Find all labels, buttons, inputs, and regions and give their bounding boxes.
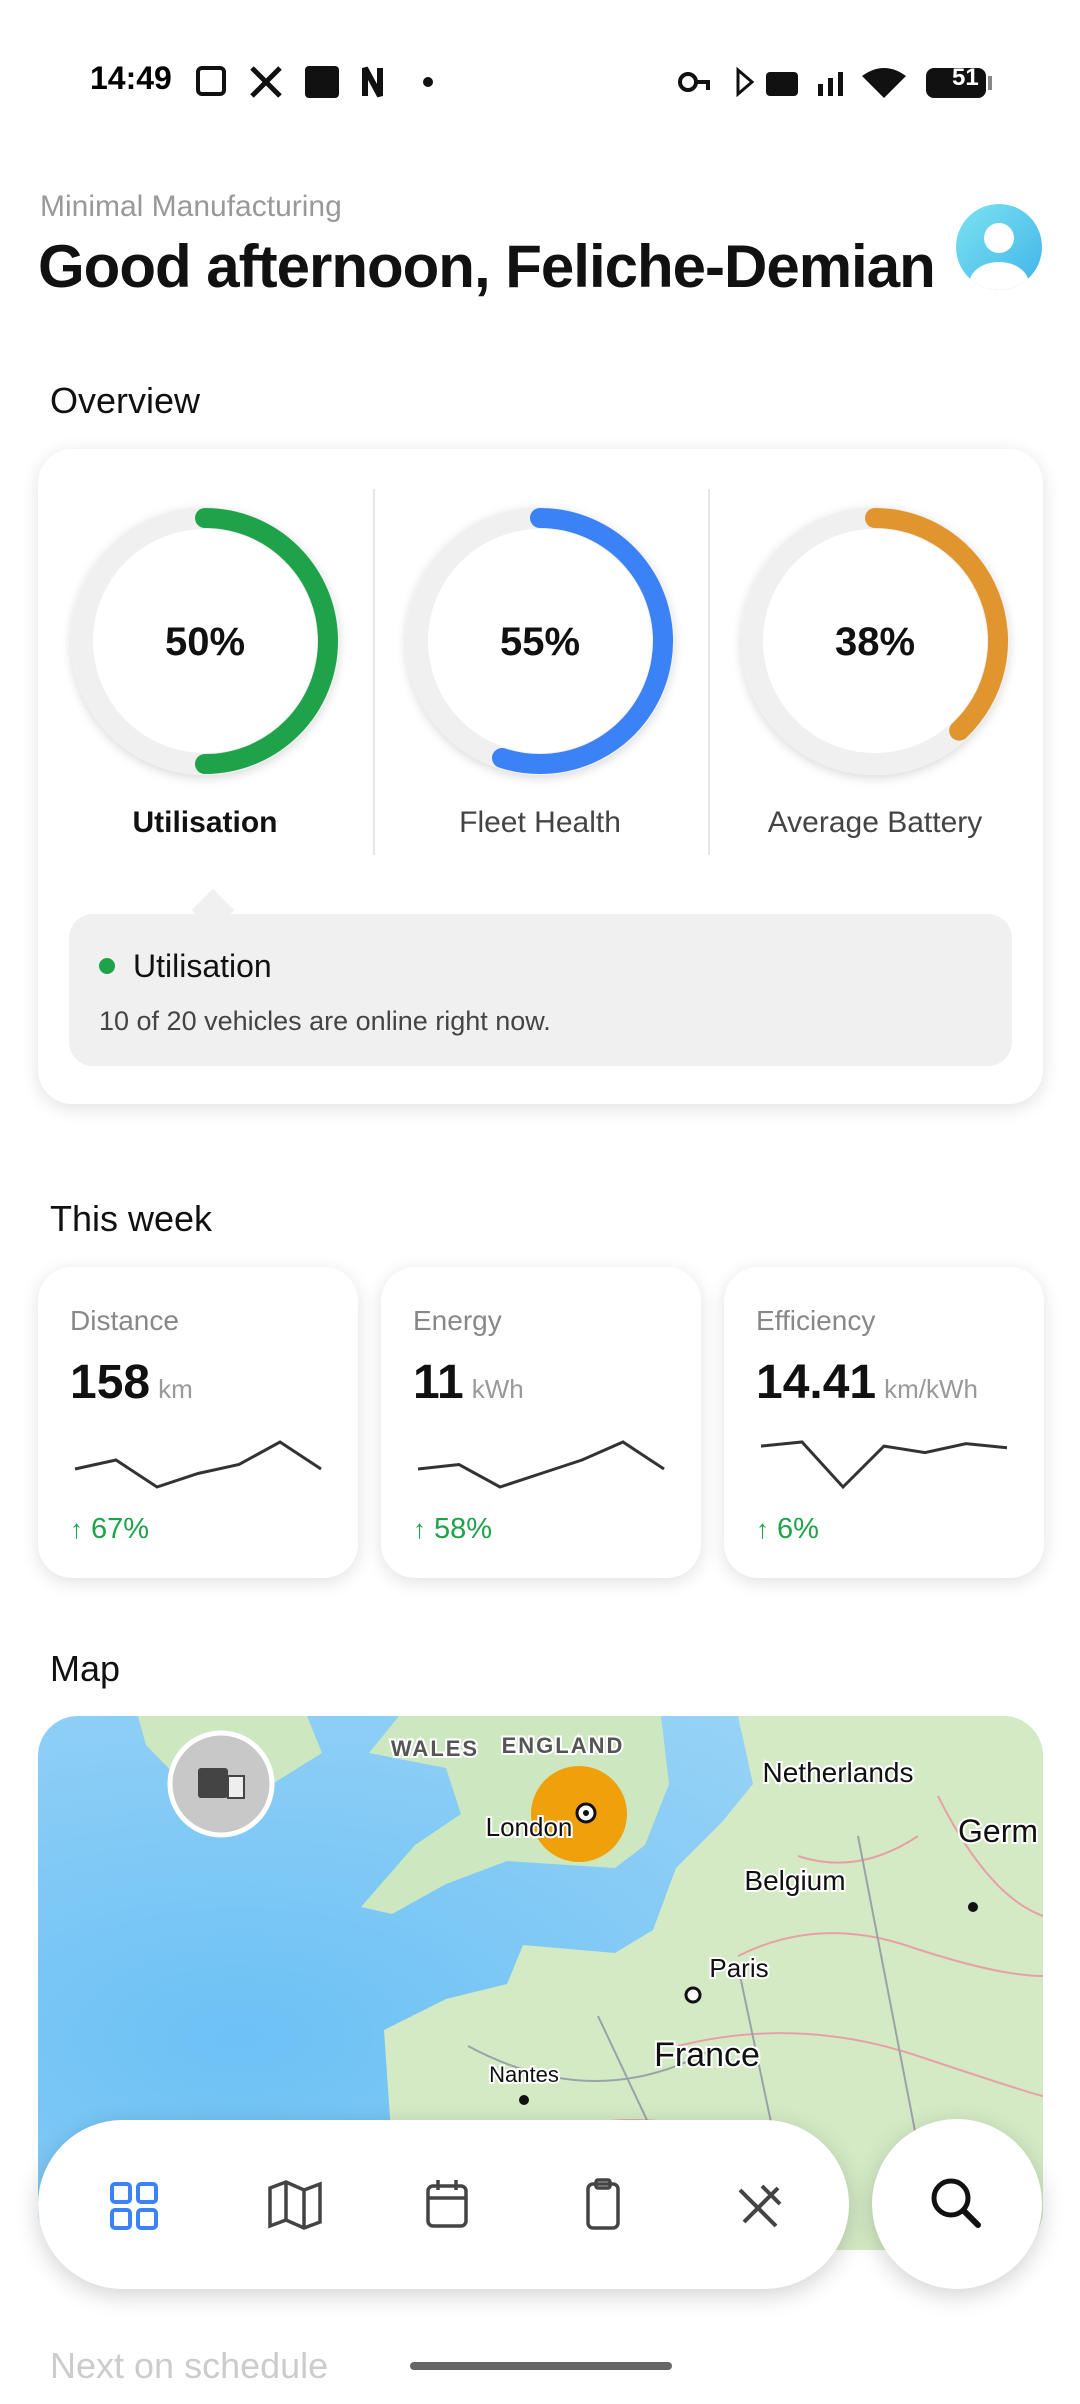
sparkline-line <box>417 1440 665 1489</box>
up-arrow: ↑ <box>756 1514 769 1544</box>
sparkline <box>417 1440 665 1489</box>
metric-label: Energy <box>413 1305 502 1336</box>
metric-label: Distance <box>70 1305 179 1336</box>
metric-card: Distance 158 km ↑ 67% <box>38 1267 358 1578</box>
metric-number: 158 <box>70 1356 151 1409</box>
metric-change: ↑ 6% <box>756 1513 819 1546</box>
change-value: 6% <box>777 1513 819 1545</box>
change-value: 67% <box>91 1513 150 1545</box>
nav-map[interactable] <box>268 2180 322 2230</box>
sparkline-line <box>760 1440 1008 1490</box>
sparkline-line <box>74 1440 322 1489</box>
map-label: ENGLAND <box>502 1733 625 1758</box>
nav-dashboard[interactable] <box>110 2182 158 2230</box>
metric-number: 14.41 <box>756 1356 877 1409</box>
detail-box: Utilisation 10 of 20 vehicles are online… <box>69 914 1012 1066</box>
map-label: London <box>486 1812 573 1842</box>
up-arrow: ↑ <box>70 1514 83 1544</box>
map-label: Germ <box>958 1813 1038 1849</box>
sparkline <box>760 1440 1008 1490</box>
divider <box>708 489 710 855</box>
metric-unit: km/kWh <box>884 1374 979 1404</box>
nav-icons <box>110 2178 782 2230</box>
nav-tools[interactable] <box>738 2184 782 2228</box>
nav-calendar[interactable] <box>426 2180 468 2228</box>
avatar[interactable] <box>954 202 1044 292</box>
bottom-nav <box>38 2120 849 2289</box>
gauge-label: Utilisation <box>132 806 278 839</box>
overview-card: Utilisation 10 of 20 vehicles are online… <box>38 449 1043 1104</box>
metric-number: 11 <box>413 1356 464 1409</box>
map-label: France <box>654 2036 760 2074</box>
map-label: WALES <box>391 1736 479 1761</box>
up-arrow: ↑ <box>413 1514 426 1544</box>
section-title: Next on schedule <box>50 2345 329 2386</box>
gauge-label: Average Battery <box>767 806 983 839</box>
nav-clipboard[interactable] <box>586 2178 620 2230</box>
status-icons <box>196 66 433 98</box>
metric-value: 158 km <box>70 1355 193 1410</box>
divider <box>373 489 375 855</box>
metric-value: 14.41 km/kWh <box>756 1355 978 1410</box>
metric-unit: kWh <box>471 1374 524 1404</box>
metric-card: Efficiency 14.41 km/kWh ↑ 6% <box>724 1267 1044 1578</box>
metric-card: Energy 11 kWh ↑ 58% <box>381 1267 701 1578</box>
metric-change: ↑ 67% <box>70 1513 149 1546</box>
gauge-label: Fleet Health <box>459 806 621 839</box>
status-time: 14:49 <box>90 60 172 96</box>
section-title: Map <box>50 1648 121 1689</box>
map-label: Nantes <box>489 2062 559 2087</box>
section-title: Overview <box>50 380 201 421</box>
status-dot <box>99 958 115 974</box>
metric-unit: km <box>158 1374 193 1404</box>
change-value: 58% <box>434 1513 493 1545</box>
map-label: Paris <box>709 1953 768 1983</box>
section-title: This week <box>50 1198 213 1239</box>
sparkline <box>74 1440 322 1489</box>
detail-title: Utilisation <box>133 948 272 984</box>
home-indicator <box>410 2362 672 2370</box>
metric-change: ↑ 58% <box>413 1513 492 1546</box>
detail-text: 10 of 20 vehicles are online right now. <box>99 1006 551 1036</box>
map-label: Netherlands <box>763 1757 914 1788</box>
status-right-icons <box>678 66 992 98</box>
battery-level: 51 <box>952 64 979 91</box>
search-icon <box>931 2178 981 2228</box>
map-label: Belgium <box>744 1865 845 1896</box>
search-button[interactable] <box>872 2119 1042 2289</box>
org-name: Minimal Manufacturing <box>40 190 342 223</box>
greeting: Good afternoon, Feliche-Demian <box>38 233 936 300</box>
metric-label: Efficiency <box>756 1305 876 1336</box>
metric-value: 11 kWh <box>413 1355 524 1410</box>
